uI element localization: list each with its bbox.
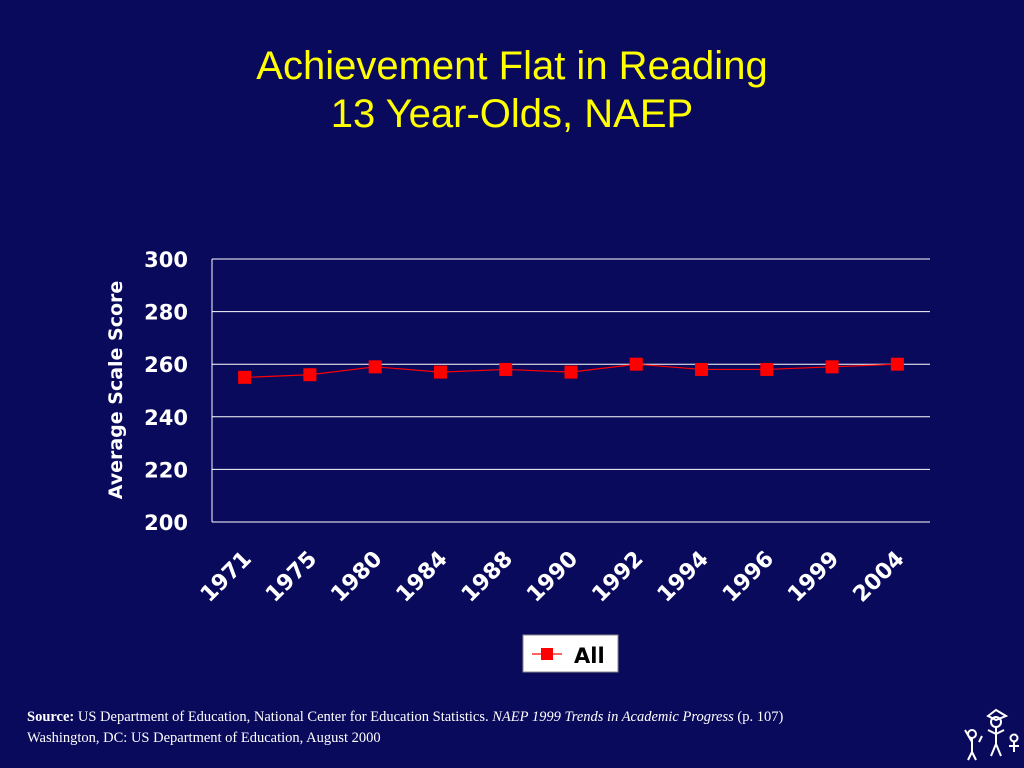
y-axis-label: Average Scale Score — [105, 281, 127, 500]
slide-title: Achievement Flat in Reading 13 Year-Olds… — [0, 42, 1024, 138]
title-line-2: 13 Year-Olds, NAEP — [330, 92, 694, 136]
source-text-1: US Department of Education, National Cen… — [74, 709, 493, 725]
x-tick-1971: 1971 — [196, 547, 257, 608]
y-tick-300: 300 — [144, 248, 188, 272]
grid-lines — [211, 258, 930, 523]
data-point-1988 — [499, 362, 513, 376]
x-tick-1992: 1992 — [588, 547, 649, 608]
x-tick-1984: 1984 — [392, 547, 453, 608]
data-point-1994 — [695, 362, 709, 376]
x-tick-1980: 1980 — [326, 547, 387, 608]
x-tick-1988: 1988 — [457, 547, 518, 608]
x-tick-1975: 1975 — [261, 547, 322, 608]
x-tick-1996: 1996 — [718, 547, 779, 608]
x-tick-1990: 1990 — [522, 547, 583, 608]
legend-label: All — [574, 644, 605, 668]
data-point-1971 — [238, 370, 252, 384]
x-tick-labels: 1971 1975 1980 1984 1988 1990 1992 1994 1996 1999… — [196, 547, 910, 608]
data-point-1996 — [760, 362, 774, 376]
y-tick-280: 280 — [144, 301, 188, 325]
x-tick-2004: 2004 — [849, 547, 910, 608]
data-point-1999 — [825, 360, 839, 374]
data-point-1984 — [433, 365, 447, 379]
data-point-1992 — [629, 357, 643, 371]
x-tick-1999: 1999 — [783, 547, 844, 608]
legend: All — [522, 634, 619, 673]
source-title: NAEP 1999 Trends in Academic Progress — [492, 709, 734, 725]
source-label: Source: — [27, 709, 75, 725]
x-tick-1994: 1994 — [653, 547, 714, 608]
series-all — [238, 357, 904, 384]
data-point-2004 — [890, 357, 904, 371]
data-point-1990 — [564, 365, 578, 379]
source-line-2: Washington, DC: US Department of Educati… — [27, 730, 381, 746]
y-tick-labels: 200 220 240 260 280 300 — [144, 248, 188, 535]
source-note: Source: US Department of Education, Nati… — [27, 707, 947, 749]
title-line-1: Achievement Flat in Reading — [256, 44, 768, 88]
stick-figures-logo-icon — [964, 708, 1019, 761]
data-point-1980 — [368, 360, 382, 374]
y-tick-220: 220 — [144, 458, 188, 482]
source-text-2: (p. 107) — [733, 709, 784, 725]
legend-marker — [541, 648, 553, 660]
y-tick-200: 200 — [144, 511, 188, 535]
y-tick-260: 260 — [144, 353, 188, 377]
data-point-1975 — [303, 368, 317, 382]
y-tick-240: 240 — [144, 406, 188, 430]
